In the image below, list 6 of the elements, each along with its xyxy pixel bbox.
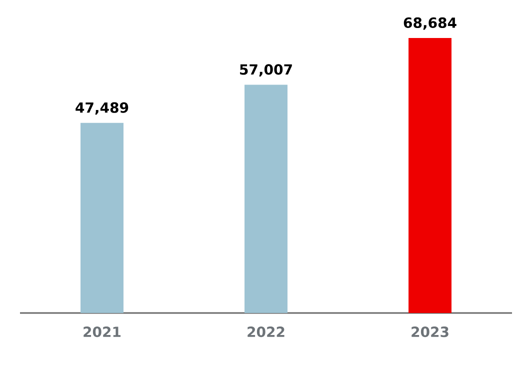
x-tick-label: 2021 [84, 326, 121, 338]
data-label: 68,684 [404, 17, 456, 30]
x-tick-label: 2023 [412, 326, 448, 338]
data-label: 57,007 [240, 64, 292, 77]
data-label: 47,489 [76, 102, 128, 115]
x-tick-label: 2022 [248, 326, 284, 338]
